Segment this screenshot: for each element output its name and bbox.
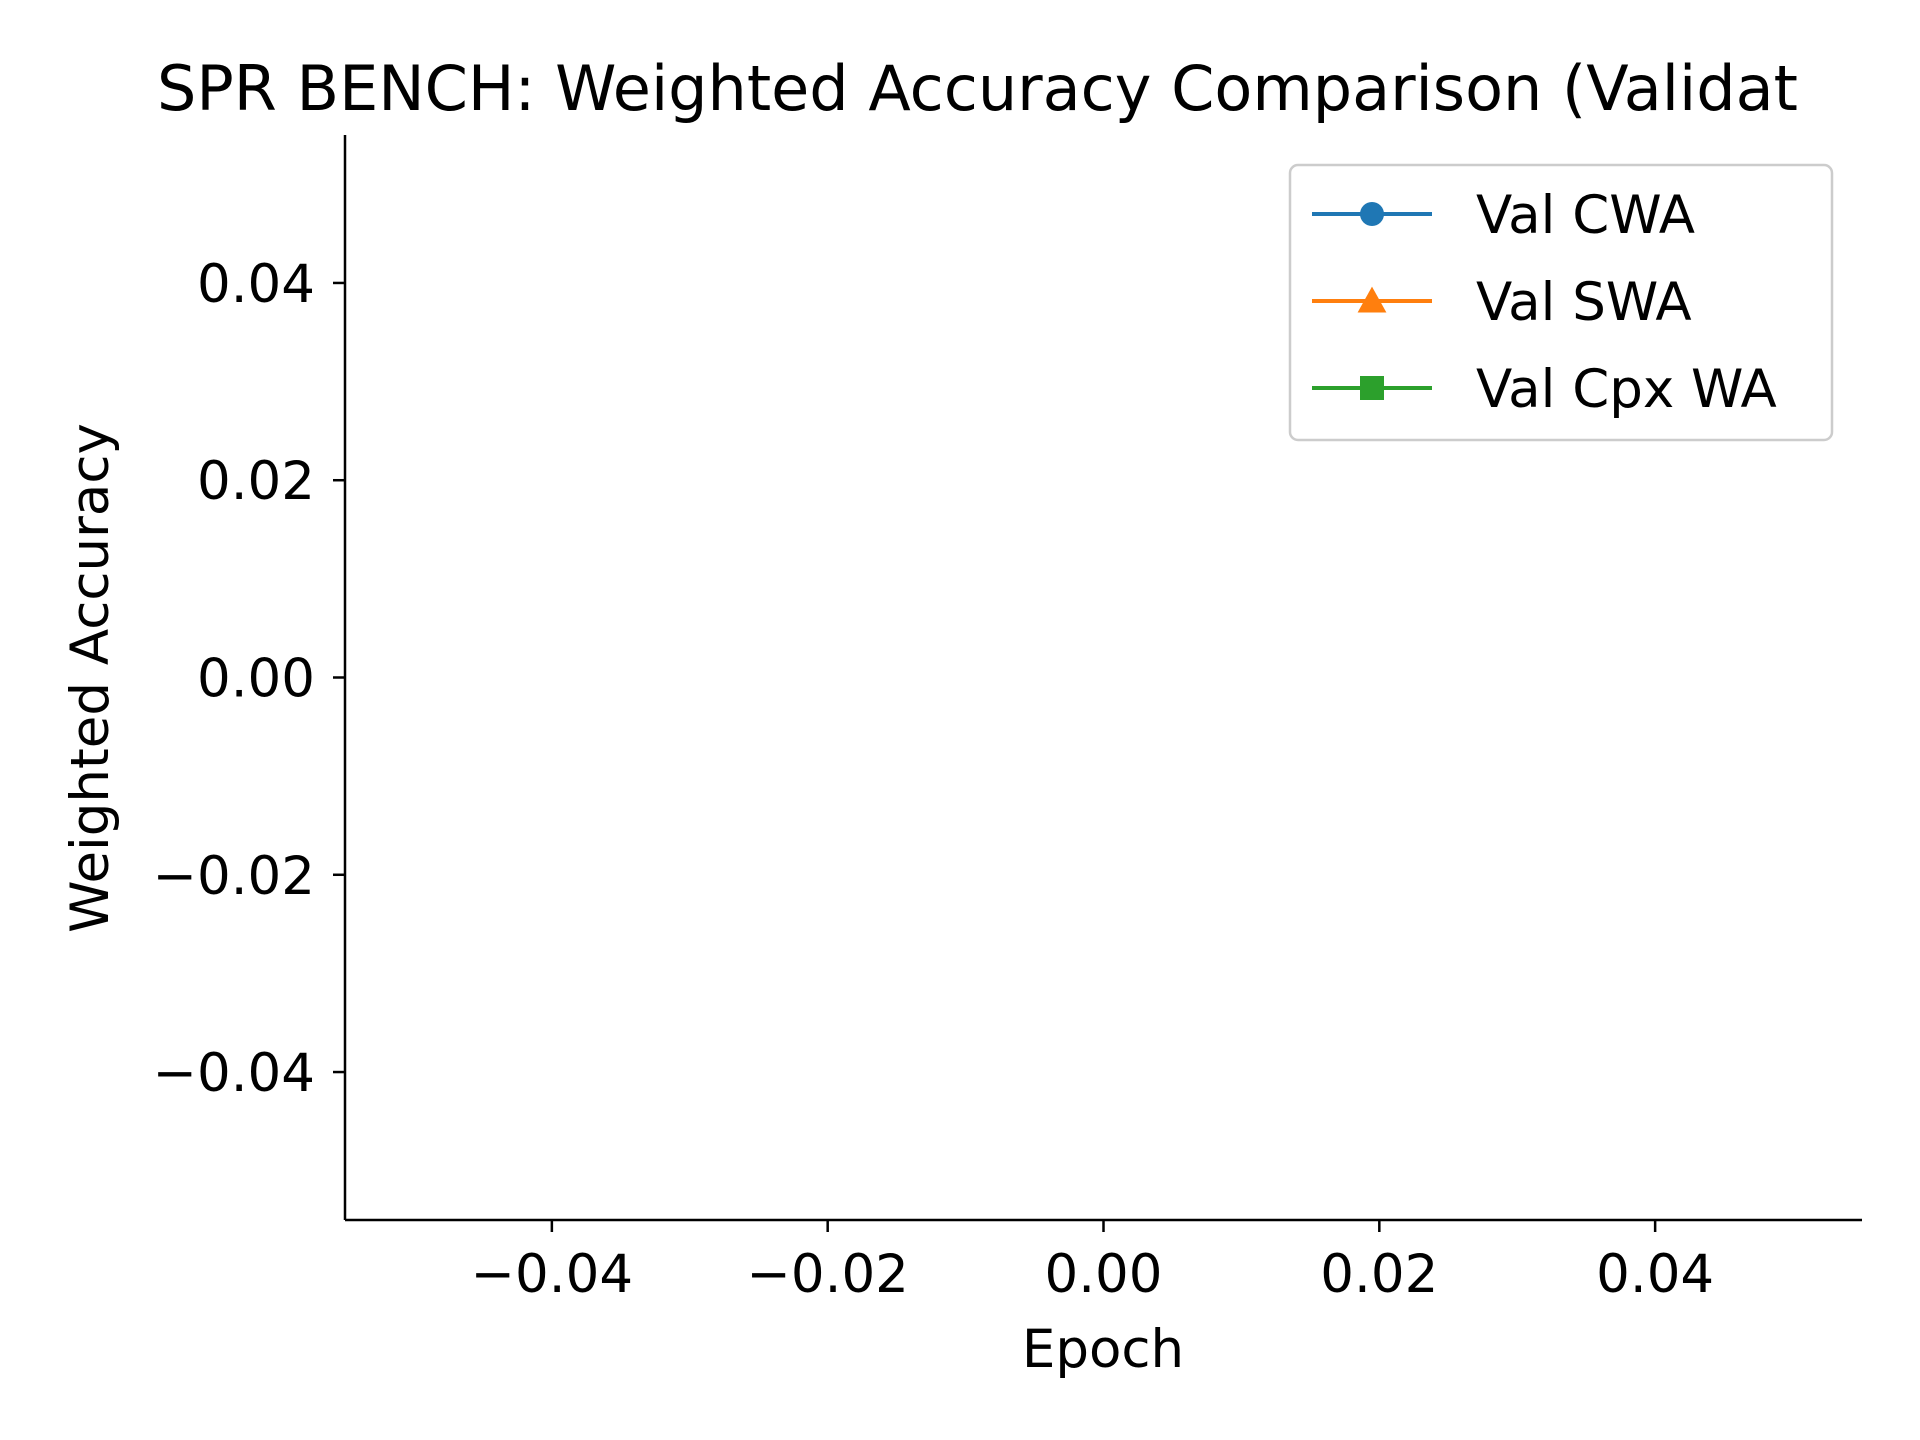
y-tick-label: 0.04: [197, 254, 315, 315]
y-ticks: −0.04 −0.02 0.00 0.02 0.04: [153, 254, 345, 1104]
legend-entries: Val CWA Val SWA Val Cpx WA: [1312, 185, 1777, 420]
x-tick-label: −0.04: [471, 1244, 633, 1305]
marker-circle: [1360, 202, 1384, 226]
legend-label: Val SWA: [1476, 272, 1692, 333]
legend-box: [1288, 163, 1834, 442]
plot-area: −0.04 −0.02 0.00 0.02 0.04 −0.04 −0.02 0.00 0.0…: [153, 135, 1862, 1305]
legend-label: Val CWA: [1476, 185, 1695, 246]
marker-square: [1360, 376, 1384, 400]
y-tick-label: −0.02: [153, 846, 315, 907]
y-tick-label: 0.00: [197, 649, 315, 710]
legend: Val CWA Val SWA Val Cpx WA: [1288, 163, 1834, 442]
x-tick-label: 0.04: [1596, 1244, 1714, 1305]
chart-title: SPR BENCH: Weighted Accuracy Comparison …: [157, 52, 1798, 125]
x-tick-label: −0.02: [746, 1244, 908, 1305]
x-tick-label: 0.00: [1044, 1244, 1162, 1305]
y-tick-label: −0.04: [153, 1043, 315, 1104]
legend-label: Val Cpx WA: [1476, 359, 1777, 420]
x-ticks: −0.04 −0.02 0.00 0.02 0.04: [471, 1220, 1714, 1305]
marker-triangle: [1357, 286, 1387, 313]
y-tick-label: 0.02: [197, 451, 315, 512]
x-axis-label: Epoch: [1022, 1319, 1184, 1380]
y-axis-label: Weighted Accuracy: [60, 423, 121, 933]
x-tick-label: 0.02: [1320, 1244, 1438, 1305]
